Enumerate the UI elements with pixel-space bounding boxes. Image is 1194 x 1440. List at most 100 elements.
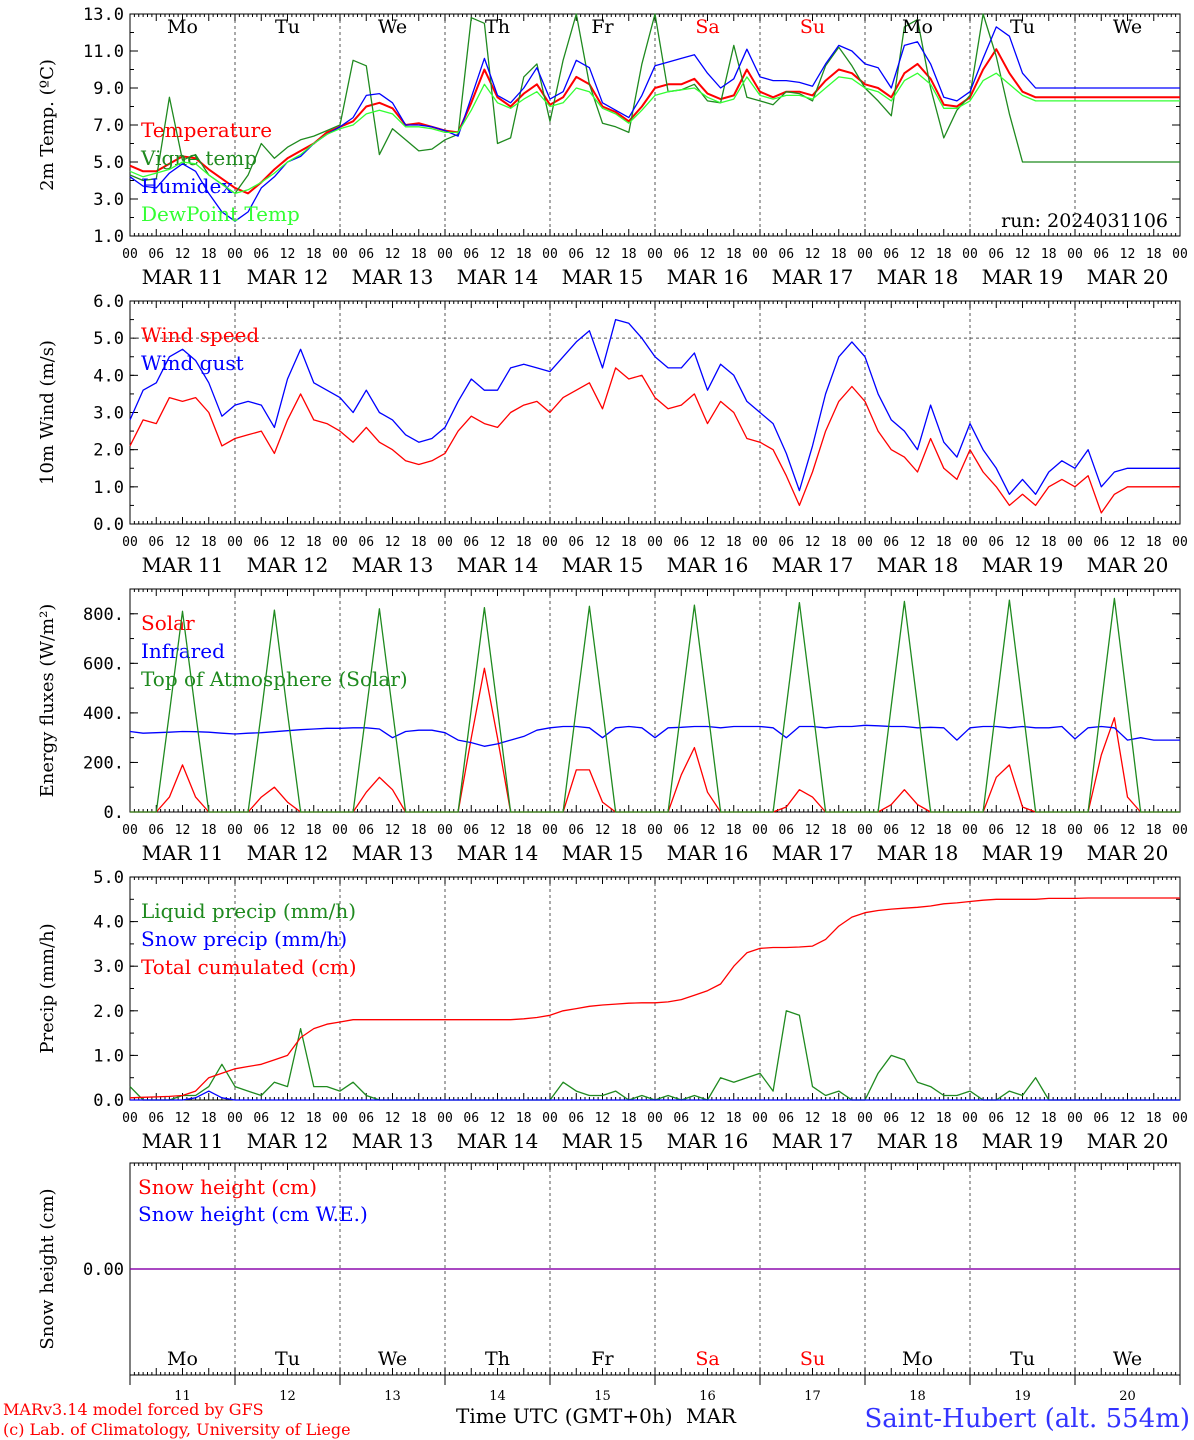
date-label: MAR 11 xyxy=(142,553,224,577)
y-tick-label: 5.0 xyxy=(93,868,124,888)
y-axis-label: 10m Wind (m/s) xyxy=(37,340,58,485)
hour-tick-label: 06 xyxy=(883,1111,899,1126)
hour-tick-label: 18 xyxy=(306,247,322,262)
hour-tick-label: 00 xyxy=(1172,535,1188,550)
day-number-label: 11 xyxy=(174,1389,191,1404)
run-label: run: 2024031106 xyxy=(1001,210,1168,232)
hour-tick-label: 18 xyxy=(201,823,217,838)
hour-tick-label: 12 xyxy=(910,247,926,262)
legend-entry: Top of Atmosphere (Solar) xyxy=(141,667,408,691)
hour-tick-label: 06 xyxy=(148,1111,164,1126)
y-tick-label: 5.0 xyxy=(93,153,124,173)
hour-tick-label: 06 xyxy=(148,247,164,262)
hour-tick-label: 18 xyxy=(411,535,427,550)
date-label: MAR 14 xyxy=(457,1129,539,1153)
series-line xyxy=(129,26,1180,222)
hour-tick-label: 00 xyxy=(1172,1111,1188,1126)
hour-tick-label: 06 xyxy=(253,1111,269,1126)
hour-tick-label: 00 xyxy=(332,247,348,262)
day-of-week-label: Su xyxy=(800,1348,825,1370)
hour-tick-label: 00 xyxy=(332,535,348,550)
hour-tick-label: 00 xyxy=(332,1111,348,1126)
date-label: MAR 13 xyxy=(352,841,434,865)
hour-tick-label: 12 xyxy=(805,247,821,262)
day-of-week-label: Fr xyxy=(591,1348,614,1370)
hour-tick-label: 06 xyxy=(568,1111,584,1126)
hour-tick-label: 12 xyxy=(490,823,506,838)
hour-tick-label: 06 xyxy=(988,535,1004,550)
hour-tick-label: 00 xyxy=(122,1111,138,1126)
hour-tick-label: 12 xyxy=(175,823,191,838)
hour-tick-label: 00 xyxy=(227,823,243,838)
hour-tick-label: 18 xyxy=(1146,247,1162,262)
day-of-week-label: Mo xyxy=(167,16,198,38)
hour-tick-label: 06 xyxy=(568,823,584,838)
hour-tick-label: 18 xyxy=(621,535,637,550)
day-of-week-label: We xyxy=(1113,1348,1142,1370)
y-tick-label: 3.0 xyxy=(93,957,124,977)
hour-tick-label: 06 xyxy=(463,247,479,262)
legend-entry: Wind gust xyxy=(141,351,244,375)
hour-tick-label: 00 xyxy=(962,535,978,550)
hour-tick-label: 18 xyxy=(1041,823,1057,838)
y-tick-label: 0.00 xyxy=(83,1260,124,1280)
date-label: MAR 13 xyxy=(352,1129,434,1153)
hour-tick-label: 18 xyxy=(516,247,532,262)
date-label: MAR 17 xyxy=(772,841,854,865)
hour-tick-label: 18 xyxy=(306,535,322,550)
hour-tick-label: 06 xyxy=(1093,1111,1109,1126)
hour-tick-label: 18 xyxy=(516,1111,532,1126)
y-tick-label: 3.0 xyxy=(93,404,124,424)
day-number-label: 19 xyxy=(1014,1389,1031,1404)
hour-tick-label: 18 xyxy=(831,1111,847,1126)
hour-tick-label: 00 xyxy=(752,1111,768,1126)
hour-tick-label: 18 xyxy=(201,535,217,550)
hour-tick-label: 12 xyxy=(805,823,821,838)
day-of-week-label: Mo xyxy=(167,1348,198,1370)
hour-tick-label: 06 xyxy=(253,823,269,838)
date-label: MAR 17 xyxy=(772,1129,854,1153)
day-number-label: 13 xyxy=(384,1389,401,1404)
date-label: MAR 16 xyxy=(667,553,749,577)
hour-tick-label: 00 xyxy=(227,247,243,262)
y-axis-label: 2m Temp. (ºC) xyxy=(37,59,58,191)
hour-tick-label: 06 xyxy=(673,823,689,838)
hour-tick-label: 00 xyxy=(962,247,978,262)
date-label: MAR 19 xyxy=(982,553,1064,577)
series-line xyxy=(129,318,1180,495)
y-tick-label: 13.0 xyxy=(83,5,124,25)
hour-tick-label: 12 xyxy=(910,823,926,838)
date-label: MAR 14 xyxy=(457,553,539,577)
day-number-label: 20 xyxy=(1119,1389,1136,1404)
station-label: Saint-Hubert (alt. 554m) xyxy=(864,1404,1190,1434)
legend-entry: Solar xyxy=(141,611,195,635)
day-of-week-label: Su xyxy=(800,16,825,38)
hour-tick-label: 18 xyxy=(1146,1111,1162,1126)
hour-tick-label: 12 xyxy=(910,1111,926,1126)
hour-tick-label: 00 xyxy=(1067,1111,1083,1126)
legend-entry: DewPoint Temp xyxy=(141,202,300,226)
hour-tick-label: 12 xyxy=(805,535,821,550)
legend-entry: Infrared xyxy=(141,639,225,663)
day-of-week-label: Th xyxy=(485,16,510,38)
hour-tick-label: 00 xyxy=(437,535,453,550)
day-of-week-label: Mo xyxy=(902,16,933,38)
hour-tick-label: 06 xyxy=(148,535,164,550)
hour-tick-label: 18 xyxy=(1041,535,1057,550)
hour-tick-label: 12 xyxy=(1015,247,1031,262)
hour-tick-label: 00 xyxy=(542,1111,558,1126)
hour-tick-label: 06 xyxy=(463,535,479,550)
day-number-label: 15 xyxy=(594,1389,611,1404)
date-label: MAR 13 xyxy=(352,553,434,577)
y-tick-label: 11.0 xyxy=(83,42,124,62)
hour-tick-label: 00 xyxy=(227,1111,243,1126)
hour-tick-label: 00 xyxy=(1172,823,1188,838)
hour-tick-label: 00 xyxy=(437,823,453,838)
hour-tick-label: 12 xyxy=(385,1111,401,1126)
date-label: MAR 20 xyxy=(1087,553,1169,577)
day-of-week-label: Tu xyxy=(275,16,300,38)
hour-tick-label: 12 xyxy=(700,535,716,550)
hour-tick-label: 06 xyxy=(883,247,899,262)
hour-tick-label: 06 xyxy=(253,247,269,262)
hour-tick-label: 12 xyxy=(385,535,401,550)
